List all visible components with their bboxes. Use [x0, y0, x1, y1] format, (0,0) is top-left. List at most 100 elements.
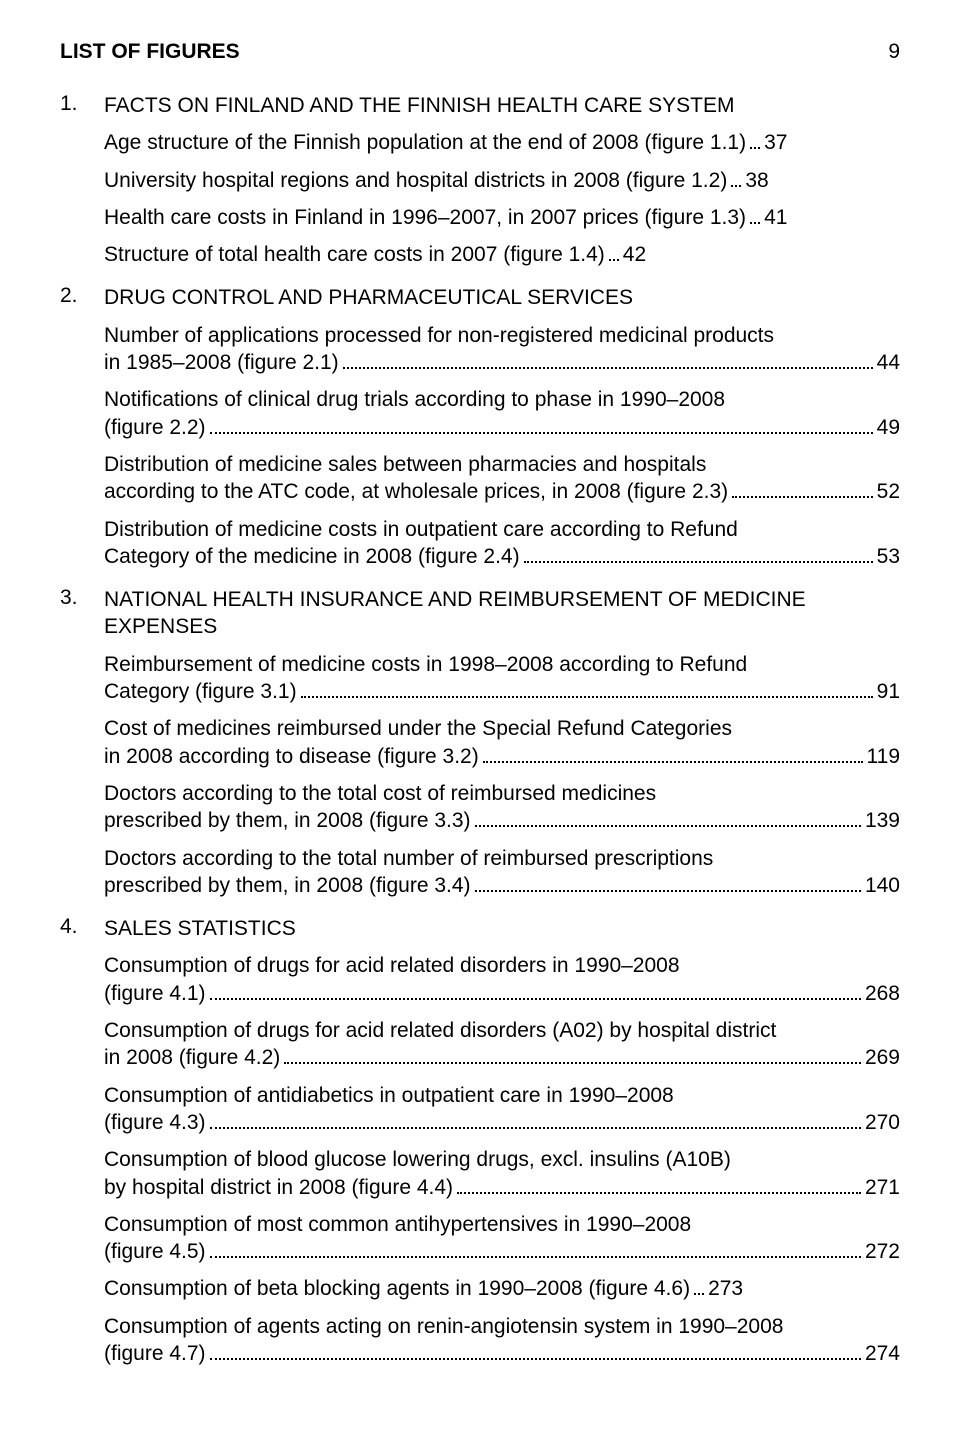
leader-dots	[210, 998, 861, 1000]
toc-entry: University hospital regions and hospital…	[104, 167, 900, 194]
entry-last-line: Age structure of the Finnish population …	[104, 129, 787, 156]
entry-last-text: in 1985–2008 (figure 2.1)	[104, 349, 339, 376]
entry-text: Cost of medicines reimbursed under the S…	[104, 715, 900, 770]
document-page: 9 LIST OF FIGURES 1.FACTS ON FINLAND AND…	[0, 0, 960, 1454]
entry-line: Distribution of medicine sales between p…	[104, 451, 900, 478]
entry-text: Consumption of drugs for acid related di…	[104, 1017, 900, 1072]
entry-text: Notifications of clinical drug trials ac…	[104, 386, 900, 441]
entry-last-line: according to the ATC code, at wholesale …	[104, 478, 900, 505]
entry-page-number: 139	[865, 807, 900, 834]
leader-dots	[457, 1192, 861, 1194]
toc-section: 4.SALES STATISTICSConsumption of drugs f…	[60, 915, 900, 1377]
toc-container: 1.FACTS ON FINLAND AND THE FINNISH HEALT…	[60, 92, 900, 1377]
entry-page-number: 273	[708, 1275, 743, 1302]
entry-last-text: according to the ATC code, at wholesale …	[104, 478, 728, 505]
entry-text: Age structure of the Finnish population …	[104, 129, 787, 156]
entry-text: Distribution of medicine sales between p…	[104, 451, 900, 506]
entry-last-line: (figure 4.5)272	[104, 1238, 900, 1265]
entry-last-line: by hospital district in 2008 (figure 4.4…	[104, 1174, 900, 1201]
entry-last-line: Health care costs in Finland in 1996–200…	[104, 204, 787, 231]
entry-line: Consumption of antidiabetics in outpatie…	[104, 1082, 900, 1109]
entry-last-line: in 1985–2008 (figure 2.1) 44	[104, 349, 900, 376]
entry-last-line: Category of the medicine in 2008 (figure…	[104, 543, 900, 570]
entry-page-number: 269	[865, 1044, 900, 1071]
entry-page-number: 53	[877, 543, 900, 570]
leader-dots	[210, 1358, 861, 1360]
entry-text: Consumption of agents acting on renin-an…	[104, 1313, 900, 1368]
entry-page-number: 119	[867, 743, 900, 770]
entry-page-number: 268	[865, 980, 900, 1007]
entry-text: Consumption of most common antihypertens…	[104, 1211, 900, 1266]
toc-entry: Consumption of beta blocking agents in 1…	[104, 1275, 900, 1302]
entry-line: Doctors according to the total number of…	[104, 845, 900, 872]
toc-entry: Notifications of clinical drug trials ac…	[104, 386, 900, 441]
entry-page-number: 37	[764, 129, 787, 156]
entry-page-number: 41	[764, 204, 787, 231]
entry-last-line: University hospital regions and hospital…	[104, 167, 769, 194]
entry-line: Distribution of medicine costs in outpat…	[104, 516, 900, 543]
entry-page-number: 271	[865, 1174, 900, 1201]
entry-line: Consumption of most common antihypertens…	[104, 1211, 900, 1238]
toc-entry: Age structure of the Finnish population …	[104, 129, 900, 156]
entry-text: Consumption of beta blocking agents in 1…	[104, 1275, 743, 1302]
toc-section: 2.DRUG CONTROL AND PHARMACEUTICAL SERVIC…	[60, 284, 900, 580]
entry-last-text: Age structure of the Finnish population …	[104, 129, 746, 156]
toc-entry: Reimbursement of medicine costs in 1998–…	[104, 651, 900, 706]
entry-page-number: 42	[623, 241, 646, 268]
entry-text: Reimbursement of medicine costs in 1998–…	[104, 651, 900, 706]
section-body: DRUG CONTROL AND PHARMACEUTICAL SERVICES…	[104, 284, 900, 580]
entry-last-line: (figure 4.7) 274	[104, 1340, 900, 1367]
entry-last-line: Category (figure 3.1)91	[104, 678, 900, 705]
entry-last-text: (figure 4.7)	[104, 1340, 206, 1367]
toc-entry: Distribution of medicine costs in outpat…	[104, 516, 900, 571]
section-number: 1.	[60, 92, 104, 278]
leader-dots	[483, 761, 863, 763]
section-body: FACTS ON FINLAND AND THE FINNISH HEALTH …	[104, 92, 900, 278]
entry-page-number: 38	[745, 167, 768, 194]
section-heading: FACTS ON FINLAND AND THE FINNISH HEALTH …	[104, 92, 900, 119]
entry-line: Number of applications processed for non…	[104, 322, 900, 349]
entry-last-line: (figure 4.3)270	[104, 1109, 900, 1136]
section-number: 4.	[60, 915, 104, 1377]
leader-dots	[210, 1256, 861, 1258]
toc-entry: Consumption of antidiabetics in outpatie…	[104, 1082, 900, 1137]
entry-last-text: by hospital district in 2008 (figure 4.4…	[104, 1174, 453, 1201]
toc-entry: Consumption of most common antihypertens…	[104, 1211, 900, 1266]
entry-text: Consumption of blood glucose lowering dr…	[104, 1146, 900, 1201]
leader-dots	[750, 147, 760, 149]
entry-text: University hospital regions and hospital…	[104, 167, 769, 194]
entry-text: Consumption of drugs for acid related di…	[104, 952, 900, 1007]
entry-line: Reimbursement of medicine costs in 1998–…	[104, 651, 900, 678]
entry-text: Structure of total health care costs in …	[104, 241, 646, 268]
entry-last-text: prescribed by them, in 2008 (figure 3.4)	[104, 872, 471, 899]
section-heading: NATIONAL HEALTH INSURANCE AND REIMBURSEM…	[104, 586, 900, 641]
toc-entry: Consumption of drugs for acid related di…	[104, 1017, 900, 1072]
section-heading: DRUG CONTROL AND PHARMACEUTICAL SERVICES	[104, 284, 900, 311]
entry-line: Notifications of clinical drug trials ac…	[104, 386, 900, 413]
toc-entry: Consumption of agents acting on renin-an…	[104, 1313, 900, 1368]
entry-page-number: 272	[865, 1238, 900, 1265]
leader-dots	[524, 561, 873, 563]
entry-line: Consumption of blood glucose lowering dr…	[104, 1146, 900, 1173]
leader-dots	[731, 185, 741, 187]
toc-entry: Consumption of drugs for acid related di…	[104, 952, 900, 1007]
entry-last-text: Category (figure 3.1)	[104, 678, 297, 705]
entry-line: Doctors according to the total cost of r…	[104, 780, 900, 807]
entry-text: Health care costs in Finland in 1996–200…	[104, 204, 787, 231]
entry-last-text: in 2008 according to disease (figure 3.2…	[104, 743, 479, 770]
page-number: 9	[888, 40, 900, 64]
entry-page-number: 274	[865, 1340, 900, 1367]
entry-last-text: Category of the medicine in 2008 (figure…	[104, 543, 520, 570]
leader-dots	[732, 496, 873, 498]
entry-last-line: (figure 2.2)49	[104, 414, 900, 441]
entry-page-number: 44	[877, 349, 900, 376]
leader-dots	[301, 696, 873, 698]
entry-line: Consumption of drugs for acid related di…	[104, 952, 900, 979]
section-body: SALES STATISTICSConsumption of drugs for…	[104, 915, 900, 1377]
leader-dots	[609, 259, 619, 261]
leader-dots	[475, 890, 861, 892]
entry-text: Distribution of medicine costs in outpat…	[104, 516, 900, 571]
entry-last-text: (figure 2.2)	[104, 414, 206, 441]
toc-entry: Health care costs in Finland in 1996–200…	[104, 204, 900, 231]
entry-text: Doctors according to the total number of…	[104, 845, 900, 900]
